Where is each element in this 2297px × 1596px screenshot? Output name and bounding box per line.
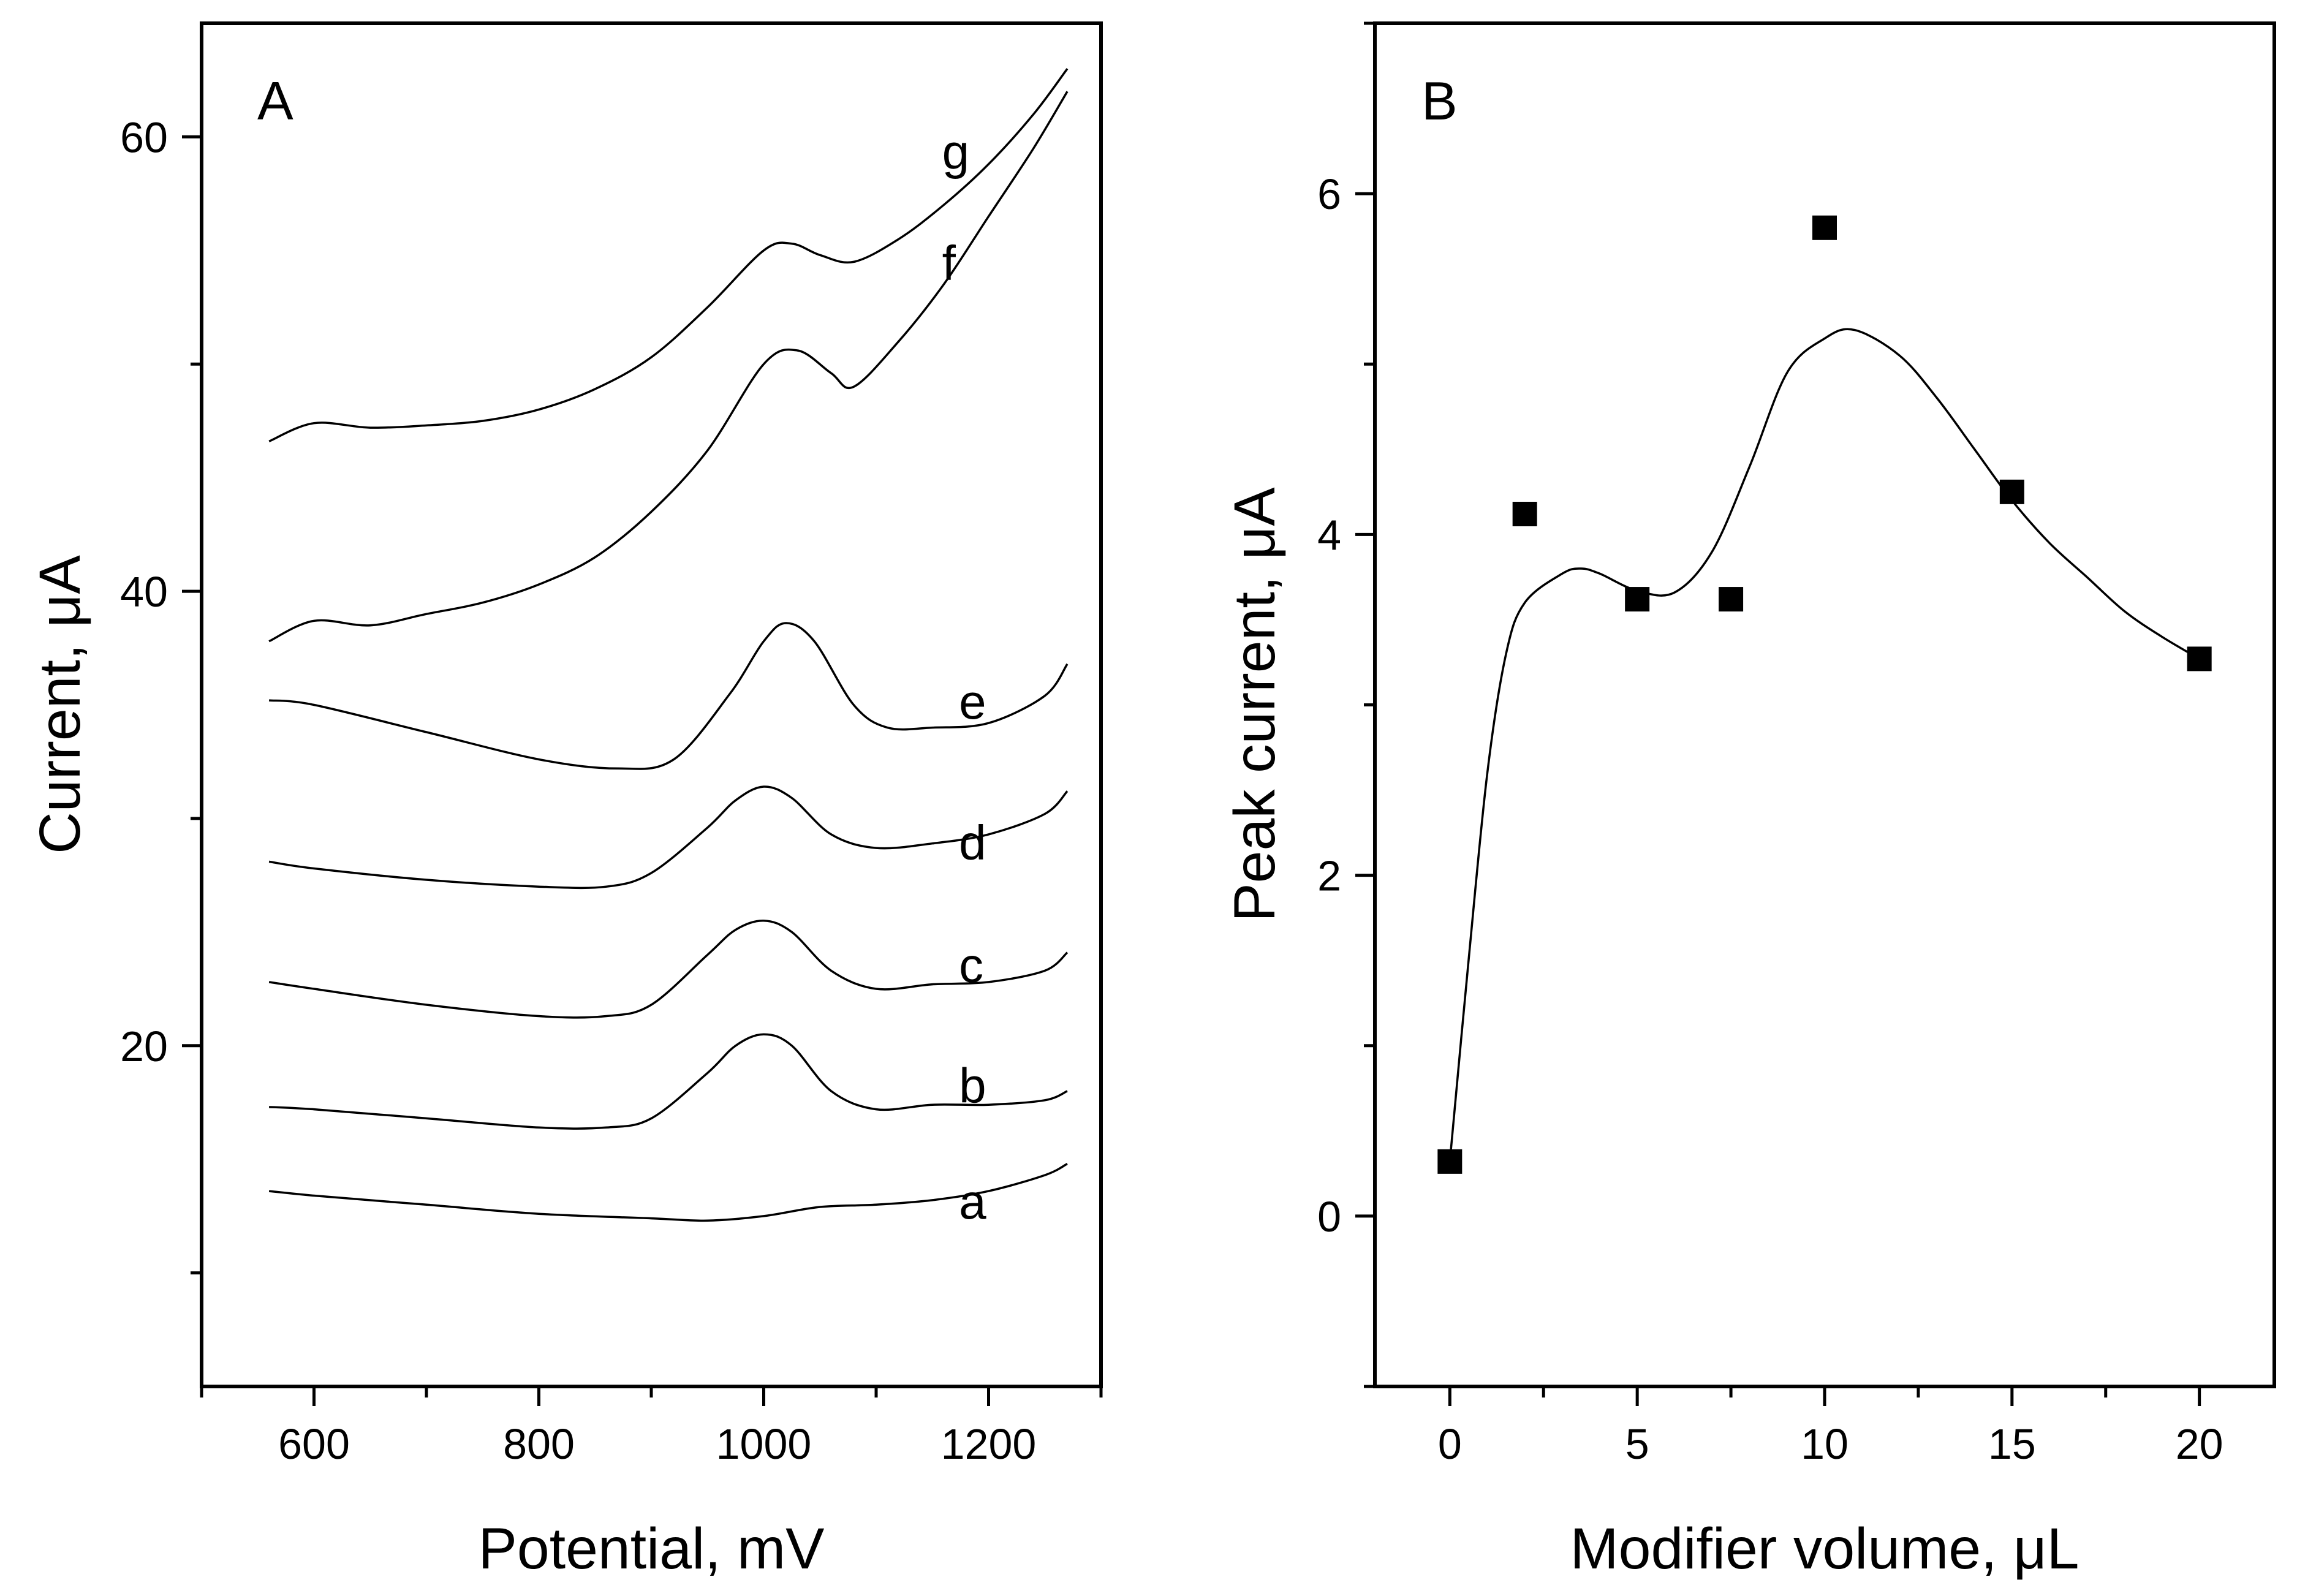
- curve-g: [268, 68, 1069, 442]
- panel-b-fit: [1448, 328, 2200, 1162]
- panel-a: 600 800 1000 1200 20 40 60 a b c d e f g A Potential…: [28, 21, 1103, 1581]
- panel-a-x-tick-label: 1200: [941, 1420, 1037, 1468]
- panel-a-y-tick-label: 20: [120, 1023, 168, 1070]
- panel-a-x-tick-label: 600: [278, 1420, 350, 1468]
- curve-label-c: c: [959, 938, 983, 993]
- curve-label-d: d: [959, 815, 986, 870]
- curve-e: [268, 622, 1069, 770]
- data-point: [1437, 1149, 1463, 1174]
- panel-a-x-tick-label: 1000: [716, 1420, 812, 1468]
- curve-d: [268, 785, 1069, 890]
- data-point: [2187, 646, 2212, 671]
- panel-a-label: A: [257, 70, 293, 131]
- data-point: [1999, 479, 2024, 504]
- panel-b-x-axis-title: Modifier volume, μL: [1570, 1516, 2079, 1581]
- panel-b-points: [1437, 215, 2212, 1174]
- curve-a: [268, 1163, 1068, 1222]
- panel-a-ticks: 600 800 1000 1200 20 40 60: [120, 113, 1103, 1468]
- panel-a-y-axis-title: Current, μA: [28, 555, 93, 854]
- panel-b-x-tick-label: 20: [2176, 1420, 2223, 1468]
- panel-b-y-tick-label: 2: [1317, 852, 1341, 900]
- panel-b-x-tick-label: 15: [1988, 1420, 2036, 1468]
- data-point: [1719, 587, 1744, 612]
- curve-c: [268, 920, 1069, 1019]
- curve-label-g: g: [942, 125, 970, 180]
- panel-b-x-tick-label: 0: [1438, 1420, 1462, 1468]
- panel-a-y-tick-label: 60: [120, 113, 168, 161]
- panel-b-y-axis-title: Peak current, μA: [1222, 487, 1287, 922]
- panel-b-x-tick-label: 10: [1801, 1420, 1849, 1468]
- panel-b-y-tick-label: 0: [1317, 1193, 1341, 1241]
- curve-label-b: b: [959, 1059, 986, 1113]
- panel-a-x-tick-label: 800: [503, 1420, 575, 1468]
- curve-f: [268, 91, 1069, 643]
- data-point: [1812, 215, 1837, 240]
- panel-b-y-tick-label: 4: [1317, 511, 1341, 559]
- panel-b-label: B: [1421, 70, 1458, 131]
- curve-label-e: e: [959, 675, 986, 729]
- panel-a-curve-labels: a b c d e f g: [942, 125, 987, 1229]
- curve-b: [269, 1033, 1068, 1130]
- curve-label-f: f: [942, 236, 956, 290]
- panel-b-ticks: 0 5 10 15 20 0 2 4 6: [1317, 21, 2223, 1468]
- curve-label-a: a: [959, 1174, 986, 1229]
- panel-b-x-tick-label: 5: [1625, 1420, 1649, 1468]
- panel-b-y-tick-label: 6: [1317, 170, 1341, 218]
- panel-a-y-tick-label: 40: [120, 568, 168, 616]
- fit-curve: [1448, 328, 2200, 1162]
- panel-b: 0 5 10 15 20 0 2 4 6 B Modifier volume, μL Peak …: [1222, 21, 2276, 1581]
- data-point: [1625, 587, 1650, 612]
- panel-a-x-axis-title: Potential, mV: [479, 1516, 825, 1581]
- panel-a-curves: [268, 68, 1069, 1222]
- data-point: [1512, 502, 1537, 526]
